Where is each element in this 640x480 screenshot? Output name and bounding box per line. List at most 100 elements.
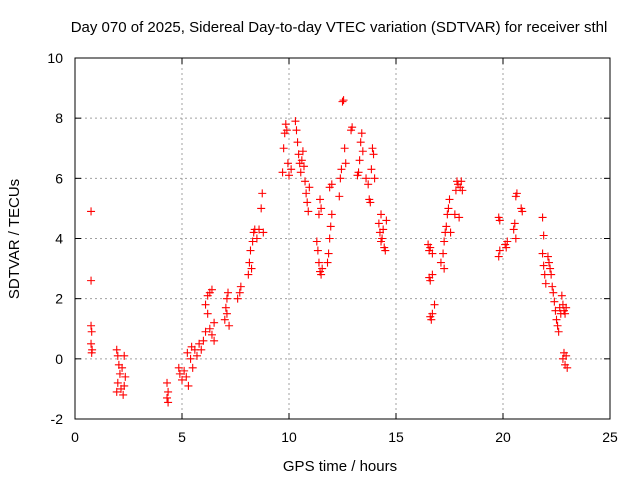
data-point	[355, 156, 364, 165]
x-tick-label: 5	[178, 429, 186, 445]
data-point	[305, 183, 314, 192]
data-point	[554, 327, 563, 336]
data-point	[180, 366, 189, 375]
data-point	[312, 237, 321, 246]
axis-ticks	[74, 57, 611, 420]
data-point	[446, 228, 455, 237]
data-point	[428, 249, 437, 258]
data-point	[336, 174, 345, 183]
data-point	[313, 246, 322, 255]
data-point	[369, 150, 378, 159]
data-point	[546, 264, 555, 273]
data-point	[426, 243, 435, 252]
data-point	[539, 261, 548, 270]
data-point	[455, 213, 464, 222]
data-point	[358, 147, 367, 156]
data-point	[503, 237, 512, 246]
data-point	[495, 246, 504, 255]
data-point	[374, 219, 383, 228]
data-point	[512, 189, 521, 198]
data-point	[543, 252, 552, 261]
data-point	[245, 258, 254, 267]
data-point	[255, 225, 264, 234]
data-point	[222, 294, 231, 303]
data-point	[337, 165, 346, 174]
data-point	[316, 195, 325, 204]
tick-labels: 0 5 10 15 20 25 -2 0 2 4 6 8 10	[47, 50, 618, 445]
x-tick-label: 25	[602, 429, 618, 445]
data-point	[450, 210, 459, 219]
data-point	[368, 144, 377, 153]
data-point	[551, 306, 560, 315]
data-point	[366, 198, 375, 207]
data-point	[562, 351, 571, 360]
data-point	[201, 300, 210, 309]
data-point	[225, 321, 234, 330]
y-tick-label: 8	[55, 110, 63, 126]
y-tick-label: 0	[55, 351, 63, 367]
data-point	[509, 225, 518, 234]
data-point	[457, 177, 466, 186]
data-point	[549, 288, 558, 297]
data-point	[248, 237, 257, 246]
data-point	[163, 378, 172, 387]
data-point	[323, 258, 332, 267]
data-point	[120, 381, 129, 390]
data-point	[547, 270, 556, 279]
data-point	[163, 393, 172, 402]
data-point	[440, 237, 449, 246]
data-point	[553, 321, 562, 330]
x-axis-label: GPS time / hours	[283, 458, 397, 475]
data-point	[370, 174, 379, 183]
data-point	[430, 300, 439, 309]
data-point	[222, 309, 231, 318]
data-point	[327, 210, 336, 219]
data-point	[314, 210, 323, 219]
data-point	[339, 96, 348, 105]
chart-title: Day 070 of 2025, Sidereal Day-to-day VTE…	[71, 19, 608, 36]
data-point	[382, 216, 391, 225]
data-point	[203, 309, 212, 318]
data-point	[87, 276, 96, 285]
data-point	[458, 186, 467, 195]
data-point	[341, 159, 350, 168]
data-point	[304, 207, 313, 216]
data-point	[324, 249, 333, 258]
data-point	[207, 330, 216, 339]
data-point	[510, 219, 519, 228]
gridlines	[75, 58, 610, 419]
data-point	[443, 210, 452, 219]
data-point	[502, 243, 511, 252]
data-point	[299, 162, 308, 171]
data-point	[205, 324, 214, 333]
data-point	[439, 249, 448, 258]
data-point	[367, 165, 376, 174]
data-point	[444, 204, 453, 213]
data-point	[164, 387, 173, 396]
data-point	[207, 285, 216, 294]
x-tick-label: 15	[388, 429, 404, 445]
data-point	[354, 168, 363, 177]
data-point	[285, 171, 293, 180]
data-point	[562, 303, 571, 312]
data-point	[174, 363, 183, 372]
data-point	[292, 126, 301, 135]
data-point	[327, 180, 336, 189]
data-point	[317, 270, 326, 279]
data-point	[281, 120, 290, 129]
y-tick-label: 6	[55, 170, 63, 186]
data-point	[87, 327, 96, 336]
y-tick-label: 10	[47, 50, 63, 66]
data-point	[495, 216, 504, 225]
data-point	[252, 234, 261, 243]
data-point	[494, 252, 503, 261]
data-point	[538, 249, 547, 258]
data-point	[314, 258, 323, 267]
data-point	[115, 369, 124, 378]
data-point	[199, 336, 208, 345]
data-point	[184, 381, 193, 390]
data-point	[120, 351, 129, 360]
data-point	[326, 222, 335, 231]
data-point	[428, 309, 437, 318]
data-point	[317, 204, 326, 213]
